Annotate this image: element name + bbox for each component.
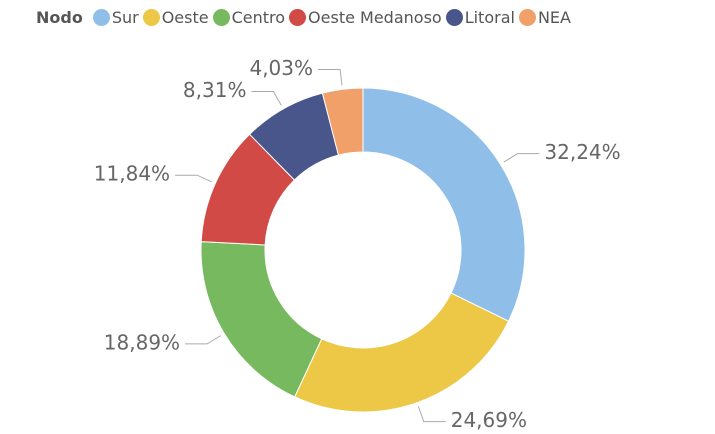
legend-item: Oeste Medanoso: [289, 8, 442, 27]
leader-line: [417, 406, 446, 423]
legend-item: Sur: [92, 8, 139, 27]
donut-slice: [321, 87, 364, 156]
legend-label: Sur: [111, 8, 139, 27]
leader-line: [175, 174, 212, 183]
legend-marker: [212, 9, 230, 26]
data-label: 8,31%: [183, 78, 247, 102]
leader-line: [318, 68, 343, 86]
legend-label: NEA: [537, 8, 571, 27]
legend-title: Nodo: [36, 8, 83, 27]
leader-line: [251, 91, 282, 106]
legend-marker: [445, 9, 463, 26]
data-label: 24,69%: [451, 408, 527, 432]
legend-marker: [142, 9, 160, 26]
data-label: 11,84%: [94, 162, 170, 186]
legend-item: Litoral: [445, 8, 515, 27]
donut-slice: [200, 241, 323, 398]
legend-marker: [289, 9, 307, 26]
legend-label: Litoral: [464, 8, 515, 27]
legend-item: NEA: [518, 8, 571, 27]
data-label: 4,03%: [249, 56, 313, 80]
legend: Nodo Sur Oeste Centro Oeste Medanoso Litoral…: [36, 8, 575, 27]
legend-label: Oeste: [161, 8, 209, 27]
legend-label: Centro: [231, 8, 286, 27]
legend-item: Centro: [212, 8, 286, 27]
donut-slice: [294, 292, 510, 413]
legend-marker: [92, 9, 110, 26]
legend-item: Oeste: [142, 8, 209, 27]
leader-line: [185, 335, 222, 345]
donut-slice: [362, 87, 526, 322]
leader-line: [503, 153, 540, 163]
data-label: 32,24%: [544, 140, 620, 164]
legend-marker: [518, 9, 536, 26]
data-label: 18,89%: [104, 330, 180, 354]
legend-label: Oeste Medanoso: [308, 8, 442, 27]
